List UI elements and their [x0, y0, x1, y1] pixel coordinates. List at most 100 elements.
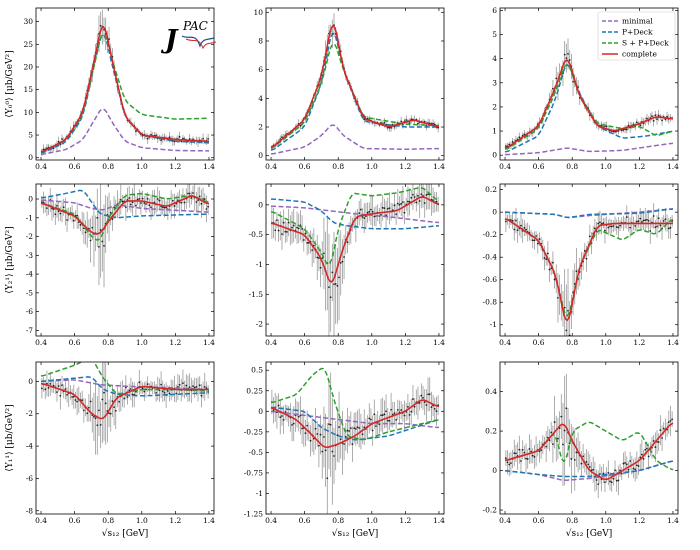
- data-point: [292, 224, 295, 227]
- data-point: [101, 398, 104, 401]
- axes-frame: [499, 183, 679, 337]
- y-tick-label: 1: [492, 127, 497, 136]
- data-point: [395, 418, 398, 421]
- data-point: [385, 214, 387, 217]
- data-point: [388, 419, 391, 422]
- data-point: [585, 461, 588, 463]
- data-point: [339, 261, 342, 264]
- data-point: [418, 402, 421, 404]
- data-point: [649, 230, 652, 232]
- data-point: [192, 192, 194, 194]
- x-tick-label: 1.4: [433, 162, 445, 171]
- y-tick-label: -0.6: [483, 275, 498, 284]
- data-point: [570, 457, 573, 460]
- y-tick-label: -0.8: [483, 298, 498, 307]
- y-tick-label: 8: [258, 36, 263, 45]
- data-point: [361, 216, 364, 218]
- data-point: [52, 147, 55, 149]
- data-point: [343, 443, 345, 445]
- data-point: [551, 443, 554, 446]
- data-point: [173, 205, 176, 207]
- data-point: [406, 200, 409, 203]
- data-point: [64, 388, 67, 391]
- y-tick-label: -5: [26, 288, 34, 297]
- y-tick-label: 30: [23, 17, 33, 26]
- curve-complete: [40, 25, 209, 153]
- data-point: [113, 406, 115, 409]
- data-point: [281, 233, 283, 236]
- data-point: [128, 389, 131, 392]
- data-point: [281, 136, 283, 139]
- panel-r1-c0: 0.4 0.6 0.8 1.0 1.2 1.4 -7 -6 -5 -4 -3 -2 -1 0 ⟨Y₂¹⟩ […: [5, 183, 215, 347]
- data-point: [647, 219, 650, 222]
- data-point: [370, 418, 372, 421]
- data-point: [523, 227, 526, 229]
- data-point: [205, 387, 208, 389]
- x-tick-label: 0.4: [499, 516, 511, 525]
- y-tick-label: 0: [492, 466, 497, 475]
- x-tick-label: 1.0: [136, 516, 148, 525]
- data-point: [610, 225, 613, 228]
- data-point: [666, 115, 668, 118]
- data-point: [319, 266, 322, 269]
- panel-r2-c2: 0.4 0.6 0.8 1.0 1.2 1.4 -0.2 0 0.2 0.4 √s₁₂ [GeV]: [483, 361, 679, 539]
- data-point: [422, 396, 424, 399]
- data-point: [646, 447, 648, 450]
- data-point: [597, 483, 600, 486]
- data-point: [171, 199, 174, 202]
- data-point: [545, 258, 548, 261]
- data-point: [187, 192, 189, 195]
- data-point: [568, 59, 571, 61]
- data-point: [168, 392, 171, 395]
- data-point: [538, 238, 541, 241]
- data-point: [605, 125, 608, 128]
- data-point: [520, 224, 522, 227]
- data-point: [412, 193, 414, 196]
- legend-label-spdeck: S + P+Deck: [622, 39, 669, 48]
- curve-complete: [270, 196, 440, 283]
- curve-complete: [504, 422, 674, 481]
- data-point: [536, 242, 539, 245]
- plot-area: [40, 9, 210, 157]
- data-point: [417, 194, 419, 197]
- x-tick-label: 0.8: [566, 162, 578, 171]
- axes-frame: [265, 361, 445, 515]
- data-point: [644, 448, 647, 451]
- data-point: [66, 393, 68, 396]
- data-point: [572, 80, 574, 83]
- data-point: [604, 229, 606, 232]
- data-point: [86, 412, 89, 415]
- data-point: [575, 270, 578, 273]
- y-tick-label: 5: [28, 131, 33, 140]
- data-point: [146, 197, 149, 200]
- data-point: [629, 226, 632, 229]
- x-tick-label: 1.0: [600, 516, 612, 525]
- x-tick-label: 0.8: [332, 516, 344, 525]
- data-point: [562, 443, 564, 446]
- data-point: [331, 450, 334, 453]
- y-tick-label: 0: [258, 200, 263, 209]
- data-point: [610, 481, 613, 484]
- data-point: [607, 226, 610, 229]
- data-point: [178, 135, 181, 138]
- data-point: [276, 411, 278, 414]
- x-tick-label: 1.0: [600, 338, 612, 347]
- data-point: [656, 225, 658, 228]
- data-point: [368, 417, 371, 420]
- data-point: [543, 257, 546, 259]
- data-point: [277, 229, 280, 232]
- data-point: [188, 386, 191, 389]
- y-tick-label: 4: [258, 94, 263, 103]
- x-tick-label: 0.6: [533, 162, 545, 171]
- data-point: [595, 479, 598, 481]
- data-point: [113, 206, 115, 209]
- data-point: [146, 137, 149, 140]
- data-point: [410, 410, 413, 413]
- data-point: [145, 203, 147, 205]
- x-tick-label: 0.8: [102, 516, 114, 525]
- data-point: [383, 207, 386, 210]
- curve-pdeck: [41, 376, 209, 397]
- data-point: [129, 388, 132, 390]
- data-point: [304, 432, 307, 435]
- data-point: [403, 211, 406, 214]
